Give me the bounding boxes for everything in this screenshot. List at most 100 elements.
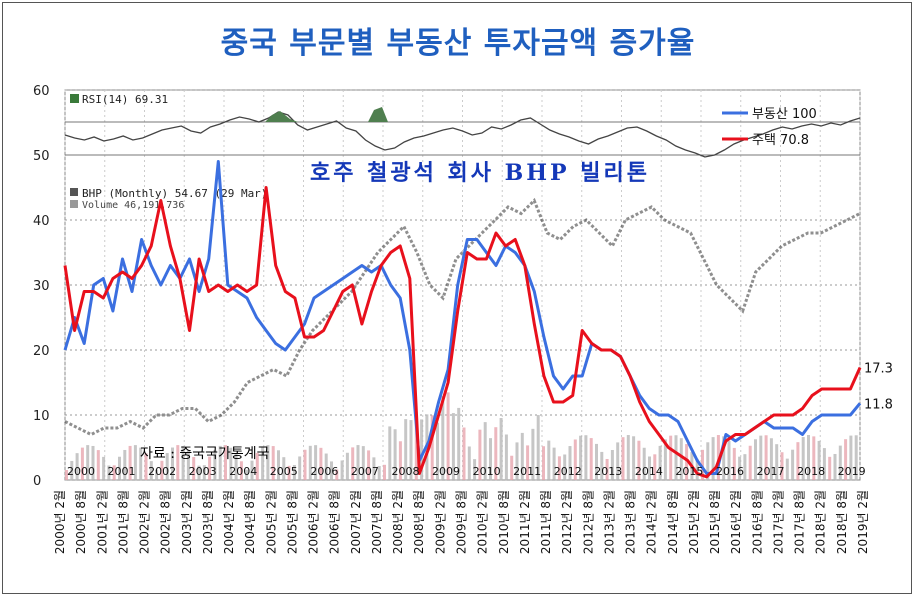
volume-bar [489, 438, 492, 480]
x-tick-label: 2011년 2월 [518, 490, 532, 554]
volume-bar [436, 422, 439, 480]
volume-bar [616, 442, 620, 480]
volume-bar [102, 456, 106, 480]
x-tick-label: 2018년 2월 [814, 490, 828, 554]
volume-bar [579, 435, 583, 480]
year-label: 2007 [351, 465, 379, 478]
x-tick-label: 2002년 8월 [159, 490, 173, 554]
volume-bar [838, 445, 842, 480]
volume-bar [208, 456, 212, 480]
volume-bar [600, 451, 604, 480]
x-tick-label: 2001년 2월 [95, 490, 109, 554]
volume-bar [504, 434, 508, 480]
series-line-0 [63, 160, 862, 475]
volume-bar [552, 447, 556, 480]
volume-bar [356, 445, 360, 480]
volume-bar [314, 445, 318, 480]
x-tick-label: 2005년 2월 [264, 490, 278, 554]
volume-bar [340, 460, 344, 480]
volume-bar [536, 415, 540, 480]
volume-bar [626, 435, 630, 480]
bhp-caption: 호주 철광석 회사 BHP 빌리톤 [310, 160, 650, 186]
volume-bar [494, 427, 498, 480]
x-tick-label: 2012년 8월 [581, 490, 595, 554]
bhp-label: BHP (Monthly) 54.67 (29 Mar) [82, 187, 267, 200]
volume-bar [441, 396, 445, 480]
year-label: 2010 [473, 465, 501, 478]
volume-bar [563, 454, 567, 480]
x-tick-label: 2010년 8월 [497, 490, 511, 554]
x-tick-label: 2016년 2월 [729, 490, 743, 554]
volume-bar [213, 449, 217, 480]
year-label: 2001 [108, 465, 136, 478]
volume-bar [335, 469, 339, 480]
volume-bar [361, 446, 365, 480]
volume-bar [351, 447, 355, 480]
volume-bar [632, 436, 636, 480]
volume-bar [239, 461, 243, 480]
volume-bar [430, 415, 434, 480]
volume-bar [738, 456, 742, 480]
x-tick-label: 2004년 8월 [243, 490, 257, 554]
x-tick-label: 2019년 2월 [856, 490, 870, 554]
legend-label: 주택 70.8 [752, 133, 809, 148]
x-tick-label: 2006년 2월 [307, 490, 321, 554]
volume-bar [65, 470, 68, 480]
volume-bar [780, 452, 784, 480]
year-label: 2009 [432, 465, 460, 478]
volume-bar [499, 418, 503, 480]
volume-bar [663, 439, 667, 480]
volume-bar [197, 465, 201, 480]
volume-bar [462, 427, 466, 480]
volume-bar [727, 440, 731, 480]
volume-bar [695, 458, 699, 480]
volume-bar [833, 453, 837, 480]
volume-bar [224, 445, 227, 480]
year-label: 2018 [797, 465, 825, 478]
volume-bar [451, 413, 455, 480]
year-label: 2013 [594, 465, 622, 478]
y-tick-label: 20 [33, 344, 50, 359]
volume-bar [80, 447, 84, 480]
volume-bar [261, 447, 265, 480]
volume-bar [732, 447, 736, 480]
volume-bar [75, 453, 79, 480]
volume-bar [595, 443, 598, 480]
year-label: 2003 [189, 465, 217, 478]
volume-bar [679, 438, 683, 480]
volume-bar [388, 426, 392, 480]
rsi-overbought-area [265, 111, 298, 122]
volume-bar [510, 455, 514, 480]
x-tick-label: 2009년 8월 [455, 490, 469, 554]
x-tick-label: 2001년 8월 [116, 490, 130, 554]
y-tick-label: 30 [33, 279, 50, 294]
volume-bar [526, 445, 530, 480]
bhp-icon [70, 188, 78, 196]
y-tick-label: 10 [33, 409, 50, 424]
volume-bar [589, 438, 593, 480]
series-line-1 [63, 186, 862, 479]
x-tick-label: 2014년 2월 [645, 490, 659, 554]
volume-bar [218, 445, 222, 480]
volume-bar [648, 456, 651, 480]
x-tick-label: 2017년 8월 [793, 490, 807, 554]
volume-bar [292, 464, 296, 480]
x-tick-label: 2015년 2월 [687, 490, 701, 554]
volume-bar [383, 464, 386, 480]
volume-bar [229, 447, 233, 480]
volume-bar [345, 452, 349, 480]
volume-bar [128, 445, 132, 480]
volume-bar [149, 461, 153, 480]
volume-bar [234, 453, 238, 480]
volume-bar [557, 456, 561, 480]
x-tick-label: 2007년 8월 [370, 490, 384, 554]
x-tick-label: 2002년 2월 [138, 490, 152, 554]
rsi-icon [70, 94, 79, 103]
volume-bar [701, 449, 704, 480]
volume-bar [192, 457, 196, 480]
x-tick-label: 2015년 8월 [708, 490, 722, 554]
x-tick-label: 2011년 8월 [539, 490, 553, 554]
x-tick-label: 2007년 2월 [349, 490, 363, 554]
year-label: 2004 [229, 465, 257, 478]
volume-bar [176, 445, 180, 480]
